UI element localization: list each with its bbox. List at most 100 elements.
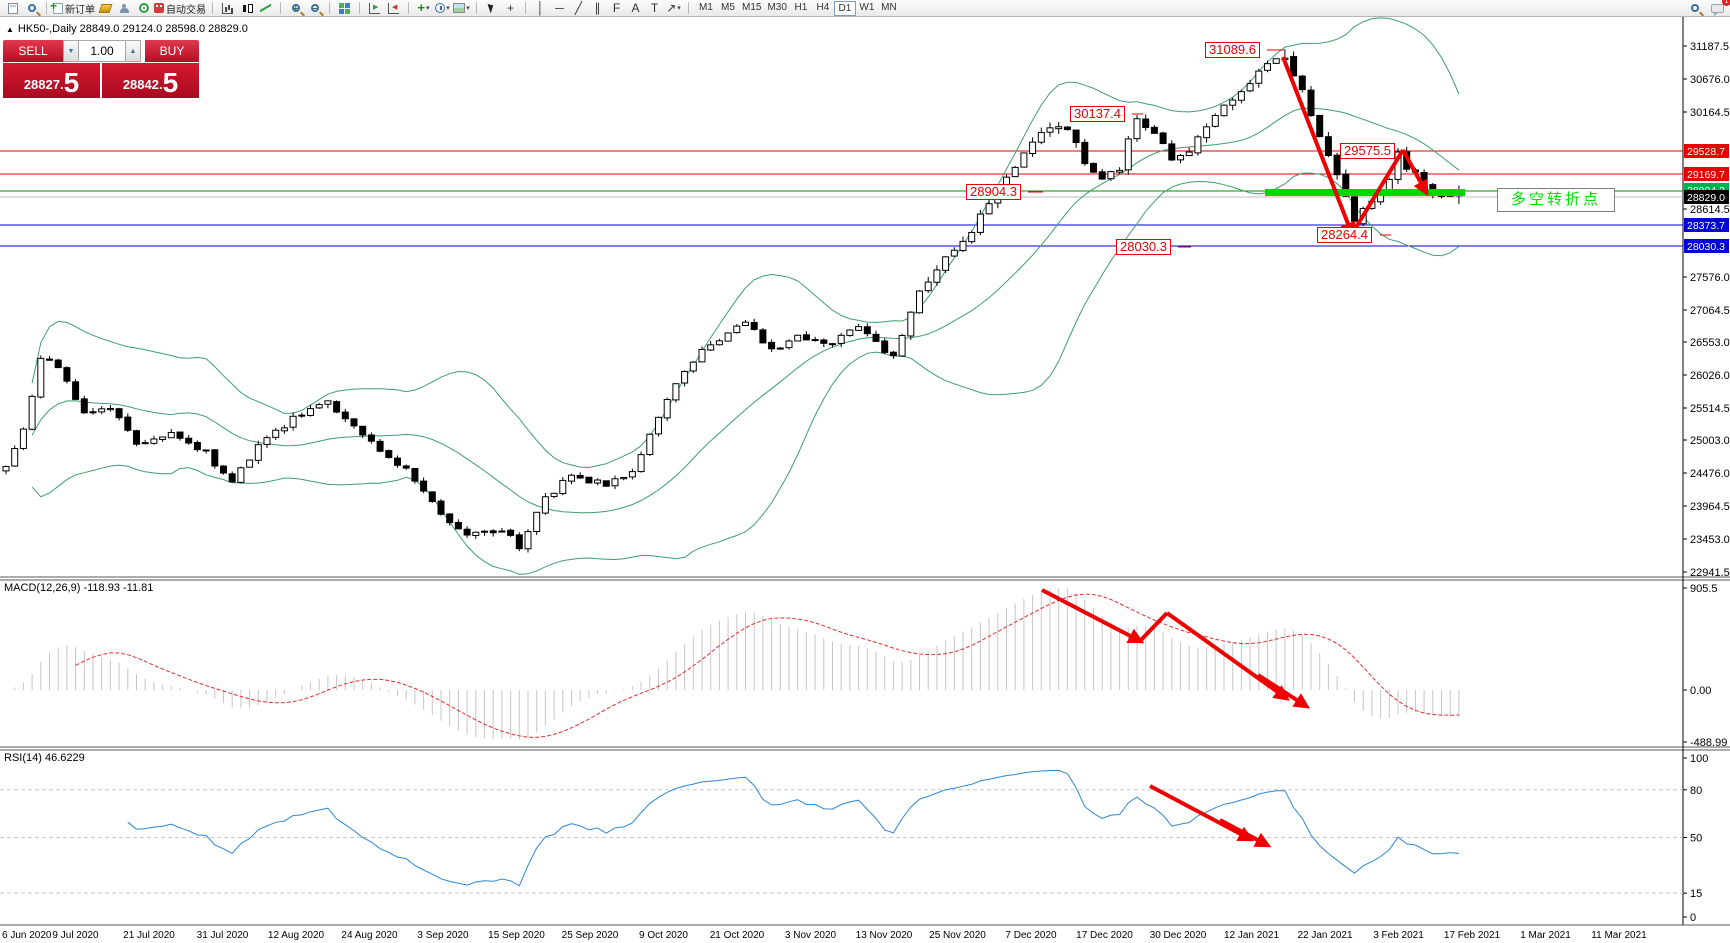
search-icon[interactable] [1686,1,1703,16]
date-label: 25 Nov 2020 [929,930,986,941]
trend-arrows-main[interactable] [1281,56,1429,239]
candle-body [1333,154,1341,176]
timeframe-M30[interactable]: M30 [767,1,787,13]
price-tag-text: 28030.3 [1687,241,1725,253]
periods-menu[interactable]: ▾ [434,1,451,16]
candle-body [367,434,375,442]
arrows-tool[interactable]: ↗ ▾ [666,1,681,15]
indicators-menu[interactable]: + ▾ [417,0,430,15]
date-label: 22 Jan 2021 [1297,930,1352,941]
fibonacci-tool[interactable]: F [612,1,621,15]
tile-windows-icon[interactable] [336,1,353,16]
candle-body [1142,118,1150,129]
price-tag [1684,218,1729,232]
timeframe-D1[interactable]: D1 [833,0,856,16]
vertical-line-tool[interactable]: │ [536,1,545,15]
text-tool[interactable]: A [631,1,640,15]
signals-icon[interactable] [135,1,152,16]
buy-price[interactable]: 28842. 5 [102,63,199,98]
date-label: 17 Dec 2020 [1076,930,1133,941]
timeframe-H4[interactable]: H4 [816,1,830,13]
timeframe-M1[interactable]: M1 [699,1,713,13]
candle-body [646,433,654,456]
timeframe-MN[interactable]: MN [881,1,897,13]
new-order-button[interactable]: 新订单 [50,0,95,16]
bar-chart-icon[interactable] [219,1,236,16]
autotrading-button[interactable]: 自动交易 [154,1,206,16]
volume-decrease-button[interactable]: ▼ [63,40,79,62]
candle-body [298,414,306,417]
chart-shift-icon[interactable] [385,1,402,16]
candle-body [376,440,384,452]
price-axis-label: 25514.5 [1690,403,1730,415]
candle-body [1272,58,1280,64]
timeframe-H1[interactable]: H1 [794,1,808,13]
community-icon[interactable] [116,1,133,16]
chart-title: ▲ HK50-,Daily 28849.0 29124.0 28598.0 288… [6,23,248,35]
candle-body [167,432,175,439]
candle-body [907,311,915,337]
turning-zone-bar[interactable] [1265,189,1465,196]
candle-body [454,522,462,530]
candle-body [820,339,828,344]
collapse-icon[interactable]: ▲ [6,25,14,34]
sell-price[interactable]: 28827. 5 [3,63,100,98]
candle-body [1124,138,1132,171]
new-chart-icon[interactable] [4,1,21,16]
candle-body [315,404,323,409]
candle-body [663,399,671,419]
price-annotation-swing[interactable]: 30137.4 [1070,106,1125,122]
candle-body [916,290,923,314]
candle-body [489,530,497,534]
price-tag [1684,239,1729,253]
candle-body [1072,129,1080,144]
zoom-in-icon[interactable]: + [291,4,300,13]
price-axis-label: 30676.0 [1690,74,1730,86]
candle-body [385,450,393,458]
toolbar-separator [476,2,477,14]
candle-body [428,491,436,503]
timeframe-M5[interactable]: M5 [721,1,735,13]
candle-body [1063,126,1071,131]
price-annotation-support[interactable]: 28030.3 [1116,239,1171,255]
candle-body [672,383,680,401]
candle-body [341,411,349,420]
rsi-axis-label: 80 [1690,785,1702,797]
timeframe-M15[interactable]: M15 [742,1,762,13]
buy-button[interactable]: BUY [145,40,199,62]
candle-body [942,256,950,271]
candle-body [333,401,341,413]
candle-body [1211,115,1219,127]
trendline-tool[interactable]: ╱ [574,1,583,15]
date-label: 15 Sep 2020 [488,930,545,941]
template-menu[interactable]: ▾ [453,1,470,16]
macd-pane[interactable]: 905.5 0.00 -488.99 [6,583,1727,749]
horizontal-level-lines[interactable] [0,150,1683,247]
data-window-icon[interactable] [23,1,40,16]
timeframe-W1[interactable]: W1 [859,1,875,13]
price-annotation-rebound[interactable]: 29575.5 [1340,143,1395,159]
macd-label: MACD(12,26,9) -118.93 -11.81 [4,582,154,594]
chat-icon[interactable]: 1 [1709,0,1730,16]
candle-body [1185,151,1193,157]
horizontal-line-tool[interactable]: ─ [555,1,564,15]
candle-body [1246,83,1254,92]
volume-increase-button[interactable]: ▲ [125,40,141,62]
rsi-pane[interactable]: 100 80 50 15 0 [127,753,1709,924]
volume-input[interactable] [79,40,125,62]
price-tag [1684,167,1729,181]
zoom-out-icon[interactable]: − [310,4,319,13]
price-annotation-low[interactable]: 28264.4 [1317,227,1372,243]
candle-body [359,425,367,436]
sell-button[interactable]: SELL [3,40,63,62]
auto-scroll-icon[interactable] [366,1,383,16]
turning-point-note[interactable]: 多空转折点 [1497,188,1615,212]
price-annotation-pivot[interactable]: 28904.3 [966,184,1021,200]
crosshair-tool[interactable]: + [506,1,514,15]
candlestick-chart-icon[interactable] [238,1,255,16]
price-annotation-high[interactable]: 31089.6 [1205,42,1260,58]
text-label-tool[interactable]: T [650,1,659,15]
channel-tool[interactable]: ∥ [594,1,601,15]
candle-body [141,442,149,445]
